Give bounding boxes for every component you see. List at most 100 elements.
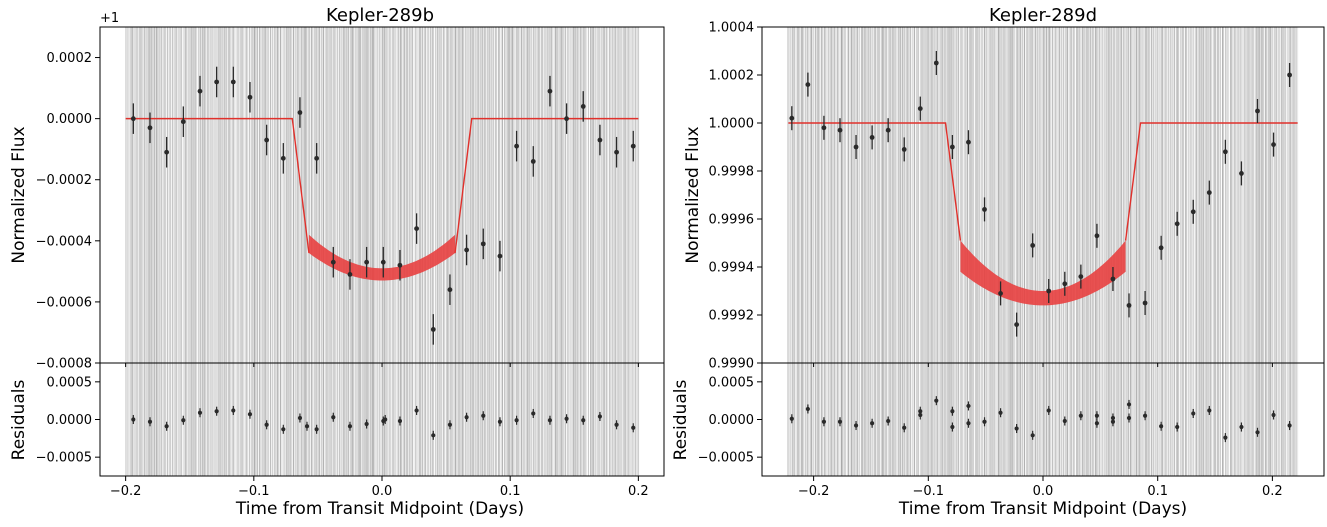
binned-flux-point <box>430 327 436 332</box>
residual-point <box>1271 412 1276 418</box>
binned-flux-point <box>547 88 553 94</box>
binned-flux-point <box>1158 245 1164 251</box>
residual-point <box>998 410 1003 415</box>
residual-point <box>464 415 469 420</box>
binned-flux-point <box>1126 303 1132 308</box>
binned-flux-point <box>949 144 955 150</box>
residual-point <box>397 418 403 424</box>
binned-flux-point <box>933 60 939 66</box>
binned-flux-point <box>180 119 186 125</box>
y-tick-label: −0.0006 <box>36 295 92 310</box>
residual-point <box>982 419 987 424</box>
residual-point <box>147 419 153 424</box>
residual-point <box>514 418 519 423</box>
y-tick-label: −0.0002 <box>36 173 92 188</box>
binned-flux-point <box>853 144 859 150</box>
y-tick-label: 0.9990 <box>709 357 755 372</box>
residual-point <box>950 409 955 414</box>
y-tick-label: 0.9998 <box>709 165 755 180</box>
binned-flux-point <box>1255 108 1260 114</box>
binned-flux-point <box>1206 190 1212 196</box>
y-tick-label: 0.0000 <box>47 112 93 127</box>
residual-point <box>547 418 553 423</box>
residual-raw-layer-289d <box>787 363 1299 476</box>
resid-y-tick-label: 0.0000 <box>709 413 755 428</box>
binned-flux-point <box>347 272 353 277</box>
residual-point <box>247 412 253 417</box>
binned-flux-point <box>314 155 320 161</box>
residual-point <box>870 421 875 426</box>
binned-flux-point <box>1046 288 1052 294</box>
ticks-289b: −0.2 −0.1 0.0 0.1 0.2 −0.0008 −0.0006 −0.0004 −0… <box>36 51 649 499</box>
model-uncertainty-band <box>960 240 1126 306</box>
binned-flux-point <box>147 125 153 131</box>
binned-flux-point <box>821 125 827 131</box>
binned-flux-point <box>1062 281 1068 287</box>
binned-flux-point <box>1142 300 1148 306</box>
residual-point <box>281 427 286 432</box>
binned-flux-point <box>214 79 220 85</box>
residual-point <box>837 419 843 424</box>
residual-point <box>886 418 891 424</box>
residual-point <box>614 422 619 427</box>
residual-point <box>918 409 923 414</box>
binned-flux-point <box>280 155 286 161</box>
binned-flux-point <box>789 115 795 121</box>
binned-flux-point <box>514 143 519 149</box>
residual-point <box>304 424 310 429</box>
model-band-layer-289b <box>308 234 456 281</box>
residual-point <box>297 415 303 421</box>
x-tick-label: −0.1 <box>913 484 945 499</box>
residual-point <box>1062 418 1067 424</box>
binned-flux-point <box>1030 243 1036 248</box>
resid-y-axis-label-289b: Residuals <box>9 380 29 461</box>
residual-point <box>805 406 810 412</box>
residual-point <box>1255 430 1260 435</box>
residual-point <box>181 418 186 423</box>
residual-point <box>966 421 971 426</box>
residual-point <box>966 403 971 409</box>
resid-y-axis-label-289d: Residuals <box>671 380 691 461</box>
residual-point <box>347 424 353 429</box>
residual-point <box>131 417 136 422</box>
binned-points-layer-289d <box>789 51 1292 337</box>
y-tick-label: 1.0004 <box>709 21 755 36</box>
binned-flux-point <box>564 116 569 122</box>
residual-point <box>789 416 794 421</box>
binned-flux-point <box>966 139 971 145</box>
residual-point <box>1159 424 1164 429</box>
binned-flux-point <box>264 137 270 143</box>
residual-point <box>231 408 236 413</box>
residual-point <box>1223 435 1228 440</box>
binned-flux-point <box>805 82 811 87</box>
binned-flux-point <box>380 259 386 265</box>
x-tick-label: 0.2 <box>628 484 649 499</box>
binned-flux-point <box>869 135 875 140</box>
model-band-layer-289d <box>960 240 1126 306</box>
model-line-layer-289d <box>788 122 1298 241</box>
residual-point <box>1175 424 1180 430</box>
y-tick-label: 0.0002 <box>47 51 93 66</box>
binned-flux-point <box>1110 276 1116 282</box>
x-tick-label: −0.1 <box>238 484 270 499</box>
x-tick-label: −0.2 <box>798 484 830 499</box>
y-axis-label-289d: Normalized Flux <box>683 126 703 263</box>
x-tick-label: 0.0 <box>1033 484 1054 499</box>
binned-flux-point <box>447 287 453 293</box>
binned-flux-point <box>901 147 907 152</box>
residual-point <box>264 422 269 427</box>
residual-point <box>331 415 336 420</box>
residual-point <box>1287 423 1292 428</box>
x-tick-label: 0.2 <box>1262 484 1283 499</box>
binned-flux-point <box>1094 233 1100 239</box>
residual-point <box>1046 408 1051 413</box>
x-tick-label: −0.2 <box>110 484 142 499</box>
residual-point <box>447 422 453 427</box>
residual-point <box>1014 426 1019 431</box>
binned-flux-point <box>197 88 203 94</box>
resid-y-tick-label: 0.0005 <box>47 375 93 390</box>
binned-flux-point <box>1271 142 1276 148</box>
residual-point <box>1239 424 1244 430</box>
residual-point <box>214 409 219 414</box>
